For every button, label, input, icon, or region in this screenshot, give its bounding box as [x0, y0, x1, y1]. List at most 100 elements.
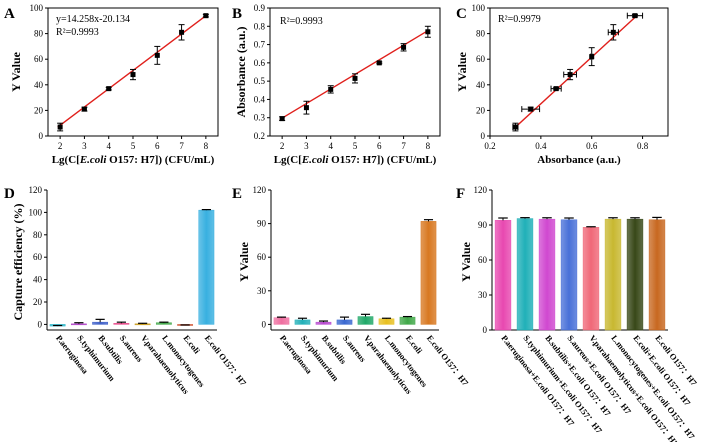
panel-b-ytick-label: 0.7	[254, 40, 266, 50]
panel-a-xtick-label: 8	[204, 141, 209, 151]
panel-c-axes: 0.2 0.4 0.6 0.8 0 20 40 60 80 100	[472, 3, 649, 151]
panel-e-ytick-label: 90	[257, 219, 267, 229]
panel-d-category-label: E.coli	[182, 333, 203, 356]
panel-a-ytick-label: 60	[34, 54, 44, 64]
panel-f-bars	[494, 216, 666, 331]
panel-f-bar	[626, 218, 644, 331]
panel-e-category-label: E.coli O157：H7	[425, 333, 471, 388]
panel-d-category-labels: P.aeruginosaS.typhimuriumB.subtilisS.aur…	[54, 333, 249, 396]
panel-b-xtick-label: 6	[377, 141, 382, 151]
panel-f-bar	[538, 218, 556, 331]
panel-b-xtick-label: 5	[353, 141, 358, 151]
panel-a-xtick-label: 2	[58, 141, 63, 151]
panel-a-ytick-label: 100	[30, 3, 44, 13]
panel-e-bar	[294, 319, 311, 325]
panel-label-f: F	[456, 186, 465, 202]
panel-d-ytick-label: 40	[33, 275, 43, 285]
panel-b-fit-line	[279, 29, 430, 121]
panel-label-b: B	[232, 6, 242, 22]
panel-b-ytick-label: 0.5	[254, 76, 266, 86]
panel-b-xlabel-suffix: O157: H7]) (CFU/mL)	[328, 154, 436, 166]
panel-c-r-squared: R²=0.9979	[498, 14, 541, 25]
panel-f-bar	[582, 227, 600, 331]
panel-b-data-point	[425, 29, 431, 35]
panel-a-points	[57, 13, 209, 132]
panel-d-ytick-label: 20	[33, 297, 43, 307]
panel-e-ylabel: Y Value	[237, 241, 251, 282]
panel-label-e: E	[232, 186, 242, 202]
panel-e-bars	[273, 219, 437, 325]
panel-a-data-point	[203, 13, 209, 19]
panel-b-axes: 2 3 4 5 6 7 8 0.2 0.3 0.4 0.5 0.6 0.7 0.8 0.9	[254, 3, 431, 151]
panel-d-ylabel: Capture efficiency (%)	[11, 203, 25, 320]
panel-e-bar	[357, 316, 374, 325]
panel-c-ytick-label: 20	[476, 105, 486, 115]
panel-b-ytick-label: 0.4	[254, 94, 266, 104]
panel-c-data-point	[553, 86, 559, 92]
panel-b-r-squared: R²=0.9993	[280, 16, 323, 27]
panel-c-ytick-label: 40	[476, 80, 486, 90]
panel-b-ytick-label: 0.3	[254, 113, 266, 123]
panel-d-ytick-label: 80	[33, 230, 43, 240]
panel-a-ylabel: Y Value	[9, 51, 23, 92]
panel-c-xlabel: Absorbance (a.u.)	[537, 154, 621, 166]
panel-d-ytick-label: 120	[29, 185, 43, 195]
panel-c-data-point	[567, 72, 573, 78]
panel-b-xlabel-prefix: Lg(C[	[274, 154, 302, 166]
panel-b-xtick-label: 4	[328, 141, 333, 151]
panel-f-ytick-label: 30	[478, 290, 488, 300]
panel-f-category-label: L.monocytogenes+E.coli O157：H7	[609, 333, 697, 442]
panel-b-data-point	[401, 44, 407, 50]
panel-f-ylabel: Y Value	[459, 241, 473, 282]
panel-b-points	[279, 25, 431, 122]
panel-a-data-point	[81, 106, 87, 112]
panel-c-data-point	[632, 13, 638, 19]
panel-c-data-point	[528, 106, 534, 112]
panel-a-data-point	[106, 86, 112, 92]
panel-b-ytick-label: 0.2	[254, 131, 265, 141]
panel-b-plot-frame	[269, 7, 441, 137]
panel-b-ylabel: Absorbance (a.u.)	[234, 26, 248, 117]
panel-b-xtick-label: 7	[401, 141, 406, 151]
panel-c-data-point	[610, 29, 616, 35]
panel-label-c: C	[456, 6, 467, 22]
panel-d-bar	[198, 209, 215, 325]
panel-f-bar	[516, 218, 534, 331]
panel-c-ytick-label: 100	[472, 3, 486, 13]
panel-e-bar	[399, 316, 416, 325]
panel-e-bar	[336, 319, 353, 325]
panel-a-ytick-label: 80	[34, 29, 44, 39]
panel-d-ytick-label: 100	[29, 207, 43, 217]
panel-e-ytick-label: 0	[262, 319, 267, 329]
panel-e-category-labels: P.aeruginosaS.typhimuriumB.subtilisS.aur…	[278, 333, 471, 396]
panel-c-xtick-label: 0.4	[535, 141, 547, 151]
panel-d-category-label: E.coli O157：H7	[203, 333, 249, 388]
panel-e-ytick-label: 120	[253, 185, 267, 195]
panel-b-ytick-label: 0.6	[254, 58, 266, 68]
panel-d: D 0 20 40 60 80 100 120 P.aeruginosaS.typhimur…	[4, 185, 249, 396]
panel-b-xtick-label: 2	[280, 141, 285, 151]
panel-c-xtick-label: 0.2	[484, 141, 495, 151]
panel-a-xtick-label: 7	[179, 141, 184, 151]
panel-b-data-point	[328, 86, 334, 92]
panel-f-bar	[648, 219, 666, 331]
panel-c-xtick-label: 0.8	[637, 141, 649, 151]
panel-e-ytick-label: 60	[257, 252, 267, 262]
panel-a-xtick-label: 4	[106, 141, 111, 151]
panel-c-plot-frame	[489, 7, 669, 137]
panel-e-bar	[315, 321, 332, 325]
panel-e-bar	[420, 221, 437, 325]
panel-c-data-point	[589, 54, 595, 60]
panel-f-ytick-label: 60	[478, 255, 488, 265]
panel-a-ytick-label: 20	[34, 105, 44, 115]
panel-f-bar	[494, 220, 512, 331]
panel-label-a: A	[4, 6, 15, 22]
panel-a-r-squared: R²=0.9993	[56, 27, 99, 38]
panel-d-bar	[70, 323, 87, 326]
panel-b-xtick-label: 3	[304, 141, 309, 151]
panel-f-bar	[604, 218, 622, 331]
panel-b-data-point	[352, 75, 358, 81]
